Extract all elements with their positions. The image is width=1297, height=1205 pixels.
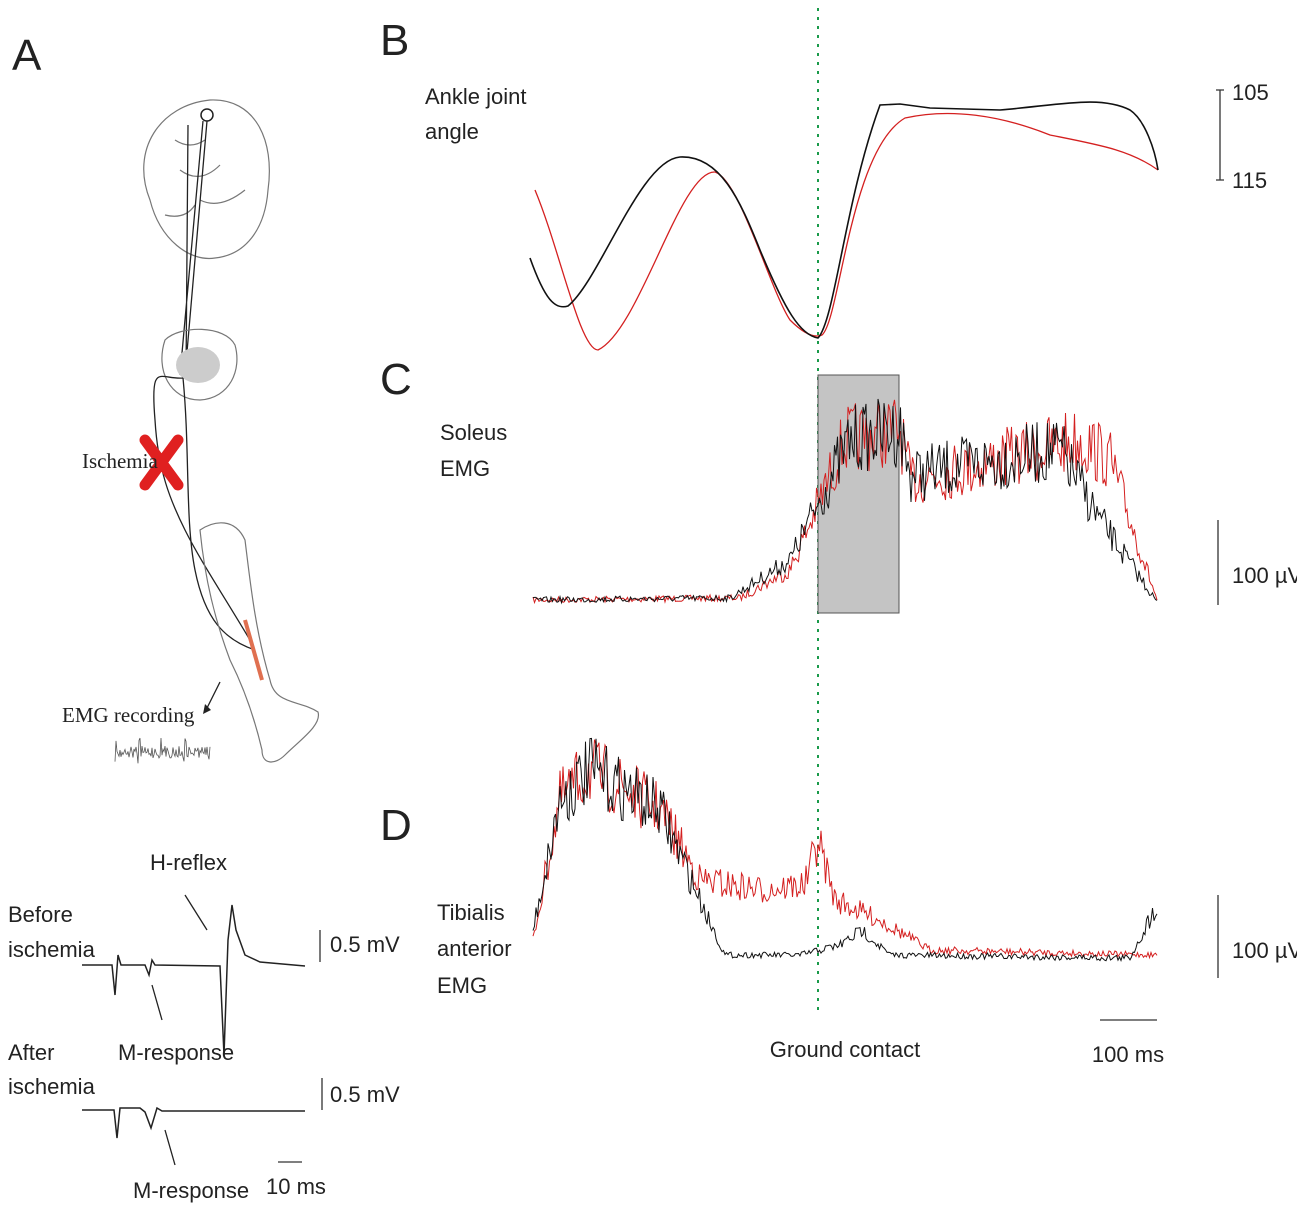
trace-title: Ankle joint <box>425 84 527 109</box>
ankle-trace-black <box>529 101 1159 339</box>
spinal-cord <box>161 328 238 401</box>
ischemia-cross <box>139 434 184 491</box>
m-response-label: M-response <box>133 1178 249 1203</box>
arrow <box>184 894 208 931</box>
scale-label: 105 <box>1232 80 1269 105</box>
scale-label: 100 ms <box>1092 1042 1164 1067</box>
arrow-head <box>203 704 211 714</box>
soleus-traces <box>532 398 1158 605</box>
tibialis-traces <box>532 737 1158 962</box>
trace-title: anterior <box>437 936 512 961</box>
emg-trace <box>532 398 1158 605</box>
scale-label: 115 <box>1232 168 1267 193</box>
panel-label: A <box>12 31 42 80</box>
scale-label: 100 µV <box>1232 938 1297 963</box>
emg-recording-label: EMG recording <box>62 703 195 727</box>
scale-label: 0.5 mV <box>330 932 400 957</box>
scale-label: 100 µV <box>1232 563 1297 588</box>
trace-title: EMG <box>440 456 490 481</box>
trace-before <box>82 904 306 1056</box>
arrow <box>151 984 163 1021</box>
leg <box>199 522 319 763</box>
m-response-label: M-response <box>118 1040 234 1065</box>
emg-trace <box>532 739 1158 960</box>
gray-matter <box>176 347 220 383</box>
emg-sample <box>114 737 211 764</box>
scale-label: 10 ms <box>266 1174 326 1199</box>
trace-after <box>82 1106 305 1139</box>
condition-label: After <box>8 1040 54 1065</box>
ground-contact-label: Ground contact <box>770 1037 920 1062</box>
nerve-tract <box>179 120 208 376</box>
condition-label: Before <box>8 902 73 927</box>
panel-label: B <box>380 16 409 65</box>
ankle-trace-red <box>534 112 1159 351</box>
trace-title: Tibialis <box>437 900 505 925</box>
scale-label: 0.5 mV <box>330 1082 400 1107</box>
arrow <box>164 1129 176 1166</box>
ischemia-label: Ischemia <box>82 449 158 473</box>
analysis-window <box>817 374 900 614</box>
peripheral-nerve <box>153 375 256 651</box>
panel-label: D <box>380 801 412 850</box>
panel-label: C <box>380 355 412 404</box>
emg-trace <box>532 737 1158 962</box>
trace-title: EMG <box>437 973 487 998</box>
cortex-site <box>200 108 214 122</box>
brain <box>143 99 270 260</box>
trace-title: angle <box>425 119 479 144</box>
scale-bar <box>1216 89 1224 181</box>
h-reflex-label: H-reflex <box>150 850 227 875</box>
soleus-muscle <box>243 619 264 681</box>
condition-label: ischemia <box>8 1074 96 1099</box>
trace-title: Soleus <box>440 420 507 445</box>
condition-label: ischemia <box>8 937 96 962</box>
